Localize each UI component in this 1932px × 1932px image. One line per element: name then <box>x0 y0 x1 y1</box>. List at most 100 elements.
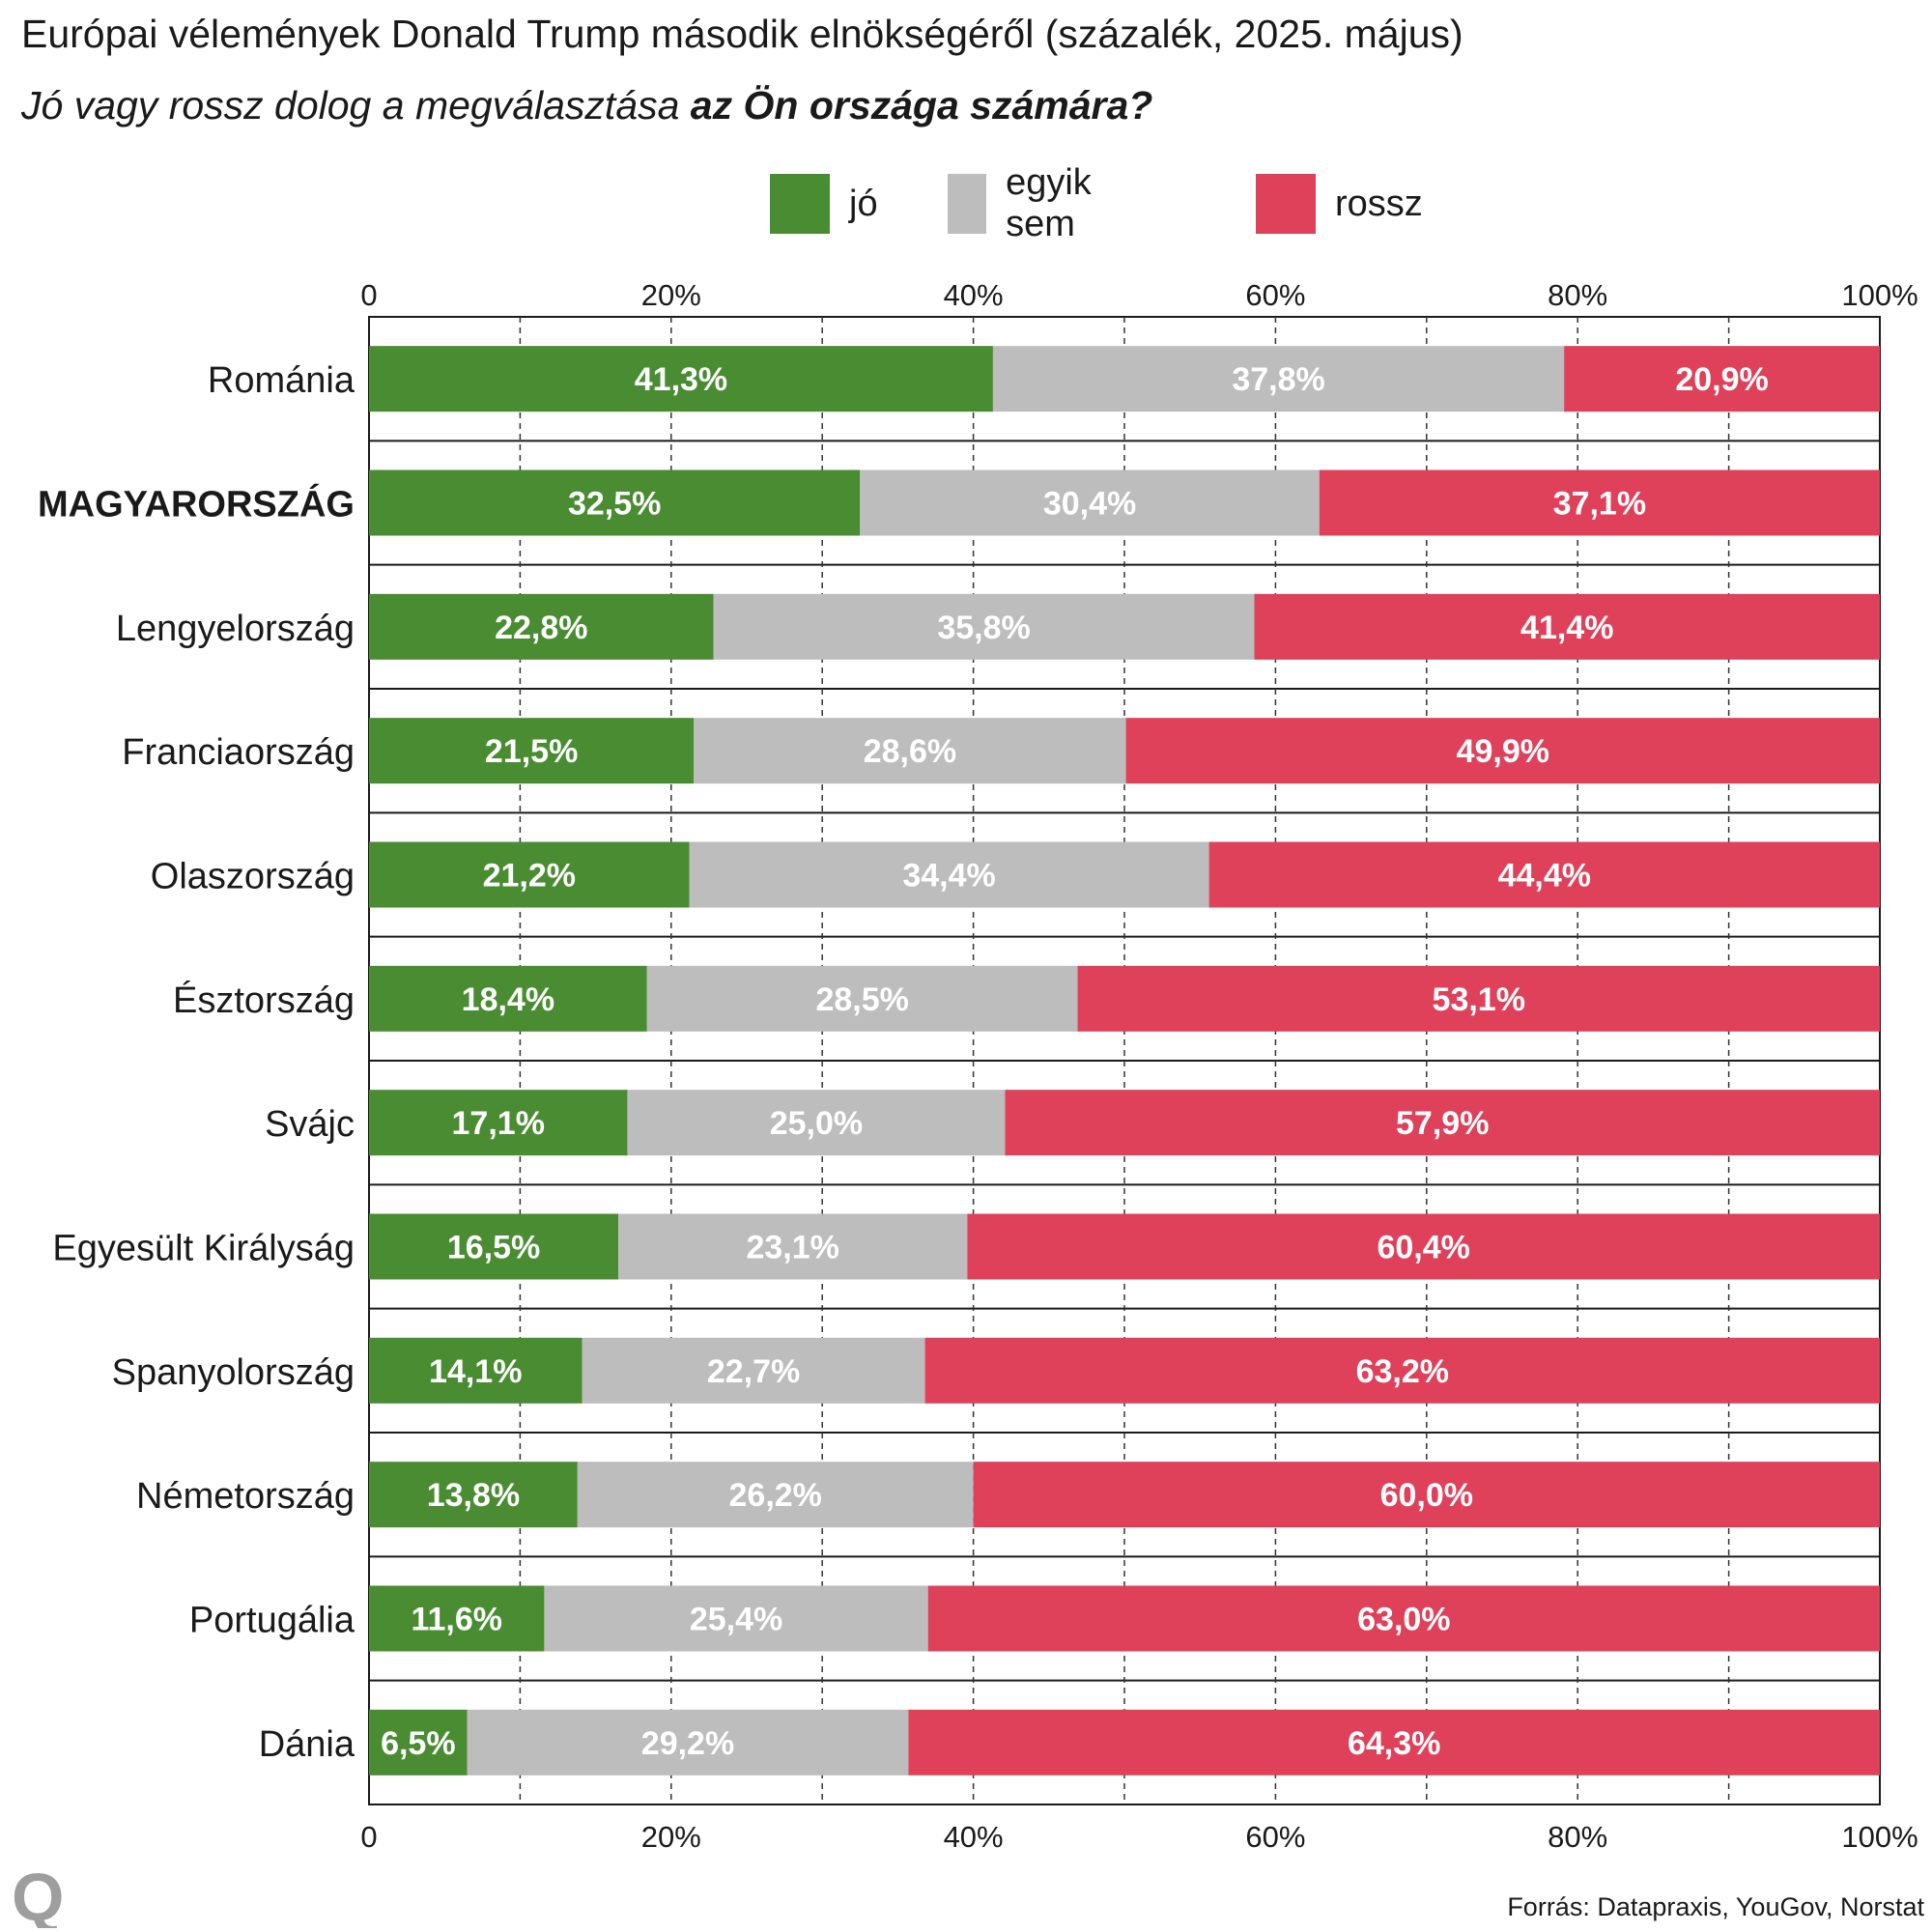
bar-rossz <box>973 1462 1880 1528</box>
category-label: MAGYARORSZÁG <box>38 483 355 526</box>
legend-label-egyik-sem: egyik sem <box>1006 162 1092 244</box>
data-label: 17,1% <box>452 1105 545 1142</box>
data-label: 20,9% <box>1675 361 1768 398</box>
bar-jó <box>369 469 861 536</box>
subtitle-bold: az Ön országa számára? <box>690 83 1153 128</box>
data-label: 37,8% <box>1232 361 1324 398</box>
data-label: 13,8% <box>427 1477 520 1514</box>
category-label: Franciaország <box>122 732 355 773</box>
data-label: 22,8% <box>495 610 587 646</box>
data-label: 21,2% <box>483 858 576 895</box>
bar-jó <box>369 965 647 1032</box>
bar-jó <box>369 593 714 660</box>
legend-swatch-egyik-sem <box>948 174 987 234</box>
data-label: 28,6% <box>864 733 956 770</box>
tick-label-top: 80% <box>1548 278 1607 312</box>
category-label: Egyesült Királyság <box>52 1229 355 1269</box>
legend-label-jo: jó <box>849 183 878 224</box>
data-label: 25,4% <box>690 1602 782 1638</box>
bar-rossz <box>908 1709 1880 1776</box>
category-label: Észtország <box>173 980 355 1021</box>
data-label: 29,2% <box>641 1725 734 1762</box>
chart-title: Európai vélemények Donald Trump második … <box>21 12 1463 56</box>
bar-rossz <box>1005 1090 1880 1156</box>
bar-jó <box>369 718 695 784</box>
bar-egyik-sem <box>627 1090 1006 1156</box>
category-label: Németország <box>136 1476 355 1517</box>
tick-label-bottom: 0 <box>360 1820 377 1854</box>
data-label: 53,1% <box>1433 981 1525 1018</box>
data-label: 60,4% <box>1377 1230 1469 1266</box>
category-label: Svájc <box>265 1104 355 1145</box>
data-label: 21,5% <box>485 733 578 770</box>
data-label: 30,4% <box>1043 486 1136 523</box>
data-label: 41,4% <box>1520 610 1613 646</box>
legend-item-rossz: rossz <box>1256 174 1423 234</box>
data-label: 57,9% <box>1396 1105 1489 1142</box>
subtitle-plain: Jó vagy rossz dolog a megválasztása <box>21 83 691 128</box>
bar-rossz <box>1319 469 1880 536</box>
source-note: Forrás: Datapraxis, YouGov, Norstat <box>1507 1892 1924 1921</box>
bar-rossz <box>927 1585 1880 1652</box>
data-label: 11,6% <box>411 1602 502 1638</box>
tick-label-top: 20% <box>641 278 701 312</box>
category-label: Portugália <box>189 1601 355 1641</box>
data-label: 18,4% <box>462 981 554 1018</box>
bar-egyik-sem <box>860 469 1320 536</box>
bar-egyik-sem <box>646 965 1078 1032</box>
bar-jó <box>369 1337 582 1404</box>
bar-rossz <box>1208 841 1880 908</box>
legend-item-egyik-sem: egyik sem <box>948 162 1113 244</box>
data-label: 14,1% <box>429 1353 522 1390</box>
tick-label-top: 100% <box>1841 278 1918 312</box>
tick-label-bottom: 100% <box>1841 1820 1918 1854</box>
category-label: Olaszország <box>151 857 355 897</box>
data-label: 63,2% <box>1356 1353 1449 1390</box>
bar-egyik-sem <box>694 718 1126 784</box>
bar-jó <box>369 1090 628 1156</box>
data-label: 23,1% <box>746 1230 838 1266</box>
bar-egyik-sem <box>689 841 1209 908</box>
bar-egyik-sem <box>544 1585 928 1652</box>
category-label: Lengyelország <box>116 609 355 649</box>
chart-subtitle: Jó vagy rossz dolog a megválasztása az Ö… <box>21 83 1152 128</box>
tick-label-top: 0 <box>360 278 377 312</box>
data-label: 64,3% <box>1348 1725 1440 1762</box>
tick-label-bottom: 80% <box>1548 1820 1607 1854</box>
category-label: Dánia <box>259 1724 355 1765</box>
bar-jó <box>369 346 993 412</box>
bar-jó <box>369 1585 545 1652</box>
legend-swatch-rossz <box>1256 174 1316 234</box>
data-label: 26,2% <box>729 1477 822 1514</box>
category-label: Spanyolország <box>112 1352 355 1393</box>
tick-label-top: 40% <box>944 278 1004 312</box>
bar-jó <box>369 1213 619 1280</box>
q-logo-icon: Q <box>12 1864 64 1928</box>
tick-label-bottom: 60% <box>1245 1820 1305 1854</box>
data-label: 6,5% <box>381 1725 456 1762</box>
bar-rossz <box>1564 346 1880 412</box>
logo-text: Q <box>12 1864 64 1928</box>
data-label: 22,7% <box>707 1353 800 1390</box>
bar-egyik-sem <box>618 1213 968 1280</box>
bar-egyik-sem <box>582 1337 925 1404</box>
data-label: 35,8% <box>937 610 1030 646</box>
legend-item-jo: jó <box>770 174 878 234</box>
legend-swatch-jo <box>770 174 830 234</box>
bar-rossz <box>967 1213 1880 1280</box>
tick-label-bottom: 20% <box>641 1820 701 1854</box>
bar-rossz <box>1077 965 1880 1032</box>
data-label: 49,9% <box>1457 733 1549 770</box>
bar-rossz <box>1254 593 1880 660</box>
tick-label-bottom: 40% <box>944 1820 1004 1854</box>
bar-egyik-sem <box>577 1462 974 1528</box>
data-label: 28,5% <box>815 981 908 1018</box>
data-label: 32,5% <box>568 486 661 523</box>
bar-rossz <box>924 1337 1880 1404</box>
bar-egyik-sem <box>467 1709 909 1776</box>
bar-jó <box>369 1709 468 1776</box>
bar-jó <box>369 841 690 908</box>
category-label: Románia <box>208 360 355 401</box>
data-label: 16,5% <box>447 1230 540 1266</box>
